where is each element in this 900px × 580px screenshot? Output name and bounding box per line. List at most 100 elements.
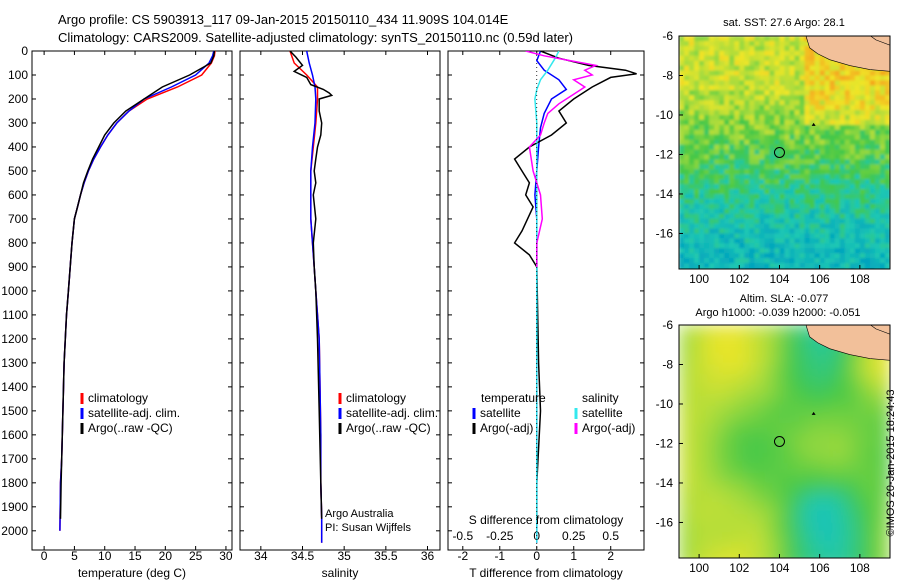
field-cell [689,149,695,155]
field-cell [734,75,740,81]
field-cell [779,223,786,230]
field-cell [799,258,806,264]
field-cell [694,154,700,160]
field-cell [729,223,735,230]
field-cell [754,263,760,269]
field-cell [689,119,695,126]
field-cell [699,404,710,415]
field-cell [694,233,700,239]
field-cell [799,36,806,42]
field-cell [849,179,856,185]
field-cell [694,124,700,131]
x-tick-label: 34.5 [291,549,315,563]
field-cell [880,223,886,230]
field-cell [684,40,690,47]
field-cell [699,325,710,336]
field-cell [839,208,846,215]
field-cell [759,36,765,42]
field-cell [839,433,851,445]
field-cell [824,174,831,180]
field-cell [739,374,750,385]
field-cell [699,110,705,116]
field-cell [834,203,841,210]
field-cell [854,203,861,210]
field-cell [789,552,801,558]
field-cell [885,100,890,106]
field-cell [804,149,811,155]
field-cell [764,238,770,244]
s-diff-tick-label: -0.5 [452,529,473,543]
field-cell [794,60,801,67]
field-cell [779,184,786,190]
field-cell [880,144,886,151]
field-cell [709,248,715,254]
field-cell [679,233,685,239]
field-cell [779,110,786,116]
field-cell [729,364,740,375]
field-cell [694,253,700,259]
field-cell [754,243,760,249]
lon-tick-label: 100 [689,272,709,286]
field-cell [834,100,841,106]
field-cell [739,218,745,225]
field-cell [749,159,755,165]
field-cell [844,134,851,141]
field-cell [734,189,740,195]
field-cell [729,404,740,415]
field-cell [839,253,846,259]
field-cell [739,354,750,366]
field-cell [809,55,816,62]
field-cell [849,483,861,494]
field-cell [885,80,890,86]
depth-tick-label: 1400 [1,380,28,394]
field-cell [839,95,846,101]
field-cell [849,80,856,86]
field-cell [709,532,720,543]
field-cell [864,263,871,269]
field-cell [880,233,886,239]
field-cell [714,40,720,47]
field-cell [754,95,760,101]
field-cell [864,115,871,121]
field-cell [684,90,690,96]
s-difference-axis-label: S difference from climatology [469,513,624,527]
field-cell [834,223,841,230]
field-cell [684,203,690,210]
field-cell [749,404,760,415]
field-cell [739,189,745,195]
field-cell [684,100,690,106]
field-cell [749,149,755,155]
field-cell [769,325,780,336]
field-cell [864,169,871,175]
field-cell [880,473,890,484]
field-cell [719,562,730,573]
field-cell [869,532,881,543]
field-cell [779,258,786,264]
field-cell [774,164,781,170]
field-cell [734,90,740,96]
field-cell [804,263,811,269]
field-cell [764,208,770,215]
field-cell [809,243,816,249]
field-cell [714,36,720,42]
field-cell [839,423,851,435]
temperature-axis-label: temperature (deg C) [78,566,186,580]
field-cell [709,223,715,230]
field-cell [854,248,861,254]
field-cell [814,124,821,131]
field-cell [779,233,786,239]
field-cell [859,70,866,77]
depth-tick-label: 1000 [1,284,28,298]
field-cell [709,208,715,215]
field-cell [839,492,851,504]
field-cell [779,50,786,57]
field-cell [784,248,791,254]
field-cell [834,154,841,160]
field-cell [799,149,806,155]
profile-location-marker [773,436,785,447]
field-cell [749,423,760,435]
field-cell [694,55,700,62]
field-cell [834,134,841,141]
field-cell [724,119,730,126]
field-cell [824,189,831,195]
